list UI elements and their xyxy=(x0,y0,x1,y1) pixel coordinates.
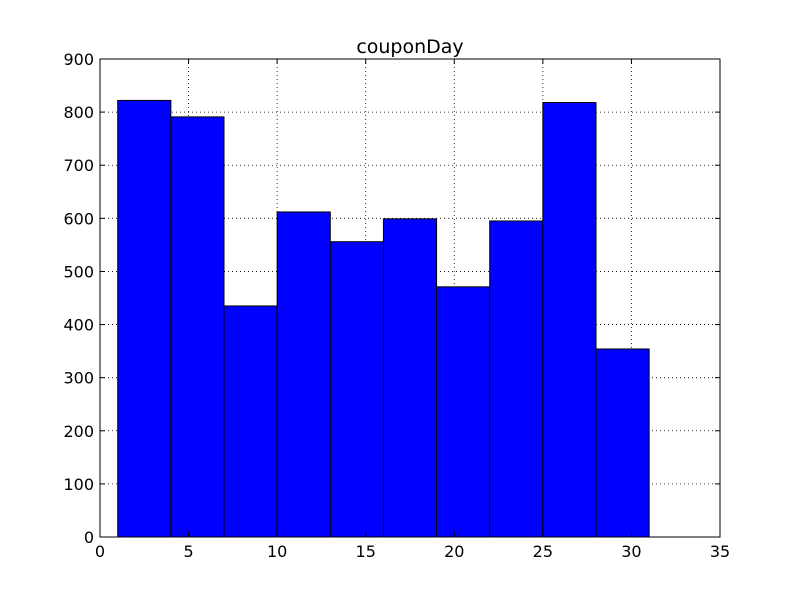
axis-ticks: 0 5 10 15 20 25 30 35 0 100 200 300 400 500 600 700 800 9… xyxy=(63,50,730,561)
histogram-bar xyxy=(117,99,172,538)
histogram-bar xyxy=(595,348,650,538)
axes-frame xyxy=(99,58,721,538)
x-tick-label: 0 xyxy=(95,542,105,561)
y-tick-label: 200 xyxy=(63,422,94,441)
y-tick-label: 0 xyxy=(84,528,94,547)
y-tick-label: 300 xyxy=(63,369,94,388)
histogram-bar xyxy=(382,218,438,538)
histogram-bar xyxy=(170,116,225,538)
x-tick-label: 5 xyxy=(183,542,193,561)
chart-title: couponDay xyxy=(356,36,463,58)
x-tick-label: 10 xyxy=(267,542,287,561)
y-tick-label: 700 xyxy=(63,156,94,175)
y-tick-label: 500 xyxy=(63,262,94,281)
y-tick-label: 900 xyxy=(63,50,94,69)
y-tick-label: 400 xyxy=(63,316,94,335)
histogram-bar xyxy=(542,102,597,538)
histogram-bar xyxy=(223,305,278,538)
histogram-bar xyxy=(329,241,384,538)
x-tick-label: 30 xyxy=(621,542,641,561)
x-tick-label: 15 xyxy=(356,542,376,561)
x-tick-label: 35 xyxy=(710,542,730,561)
y-tick-label: 800 xyxy=(63,103,94,122)
histogram-bar xyxy=(489,220,544,538)
histogram-bar xyxy=(276,211,331,538)
y-tick-label: 100 xyxy=(63,475,94,494)
y-tick-label: 600 xyxy=(63,209,94,228)
x-tick-label: 20 xyxy=(444,542,464,561)
histogram-bar xyxy=(436,286,491,538)
x-tick-label: 25 xyxy=(533,542,553,561)
bars xyxy=(117,99,650,538)
